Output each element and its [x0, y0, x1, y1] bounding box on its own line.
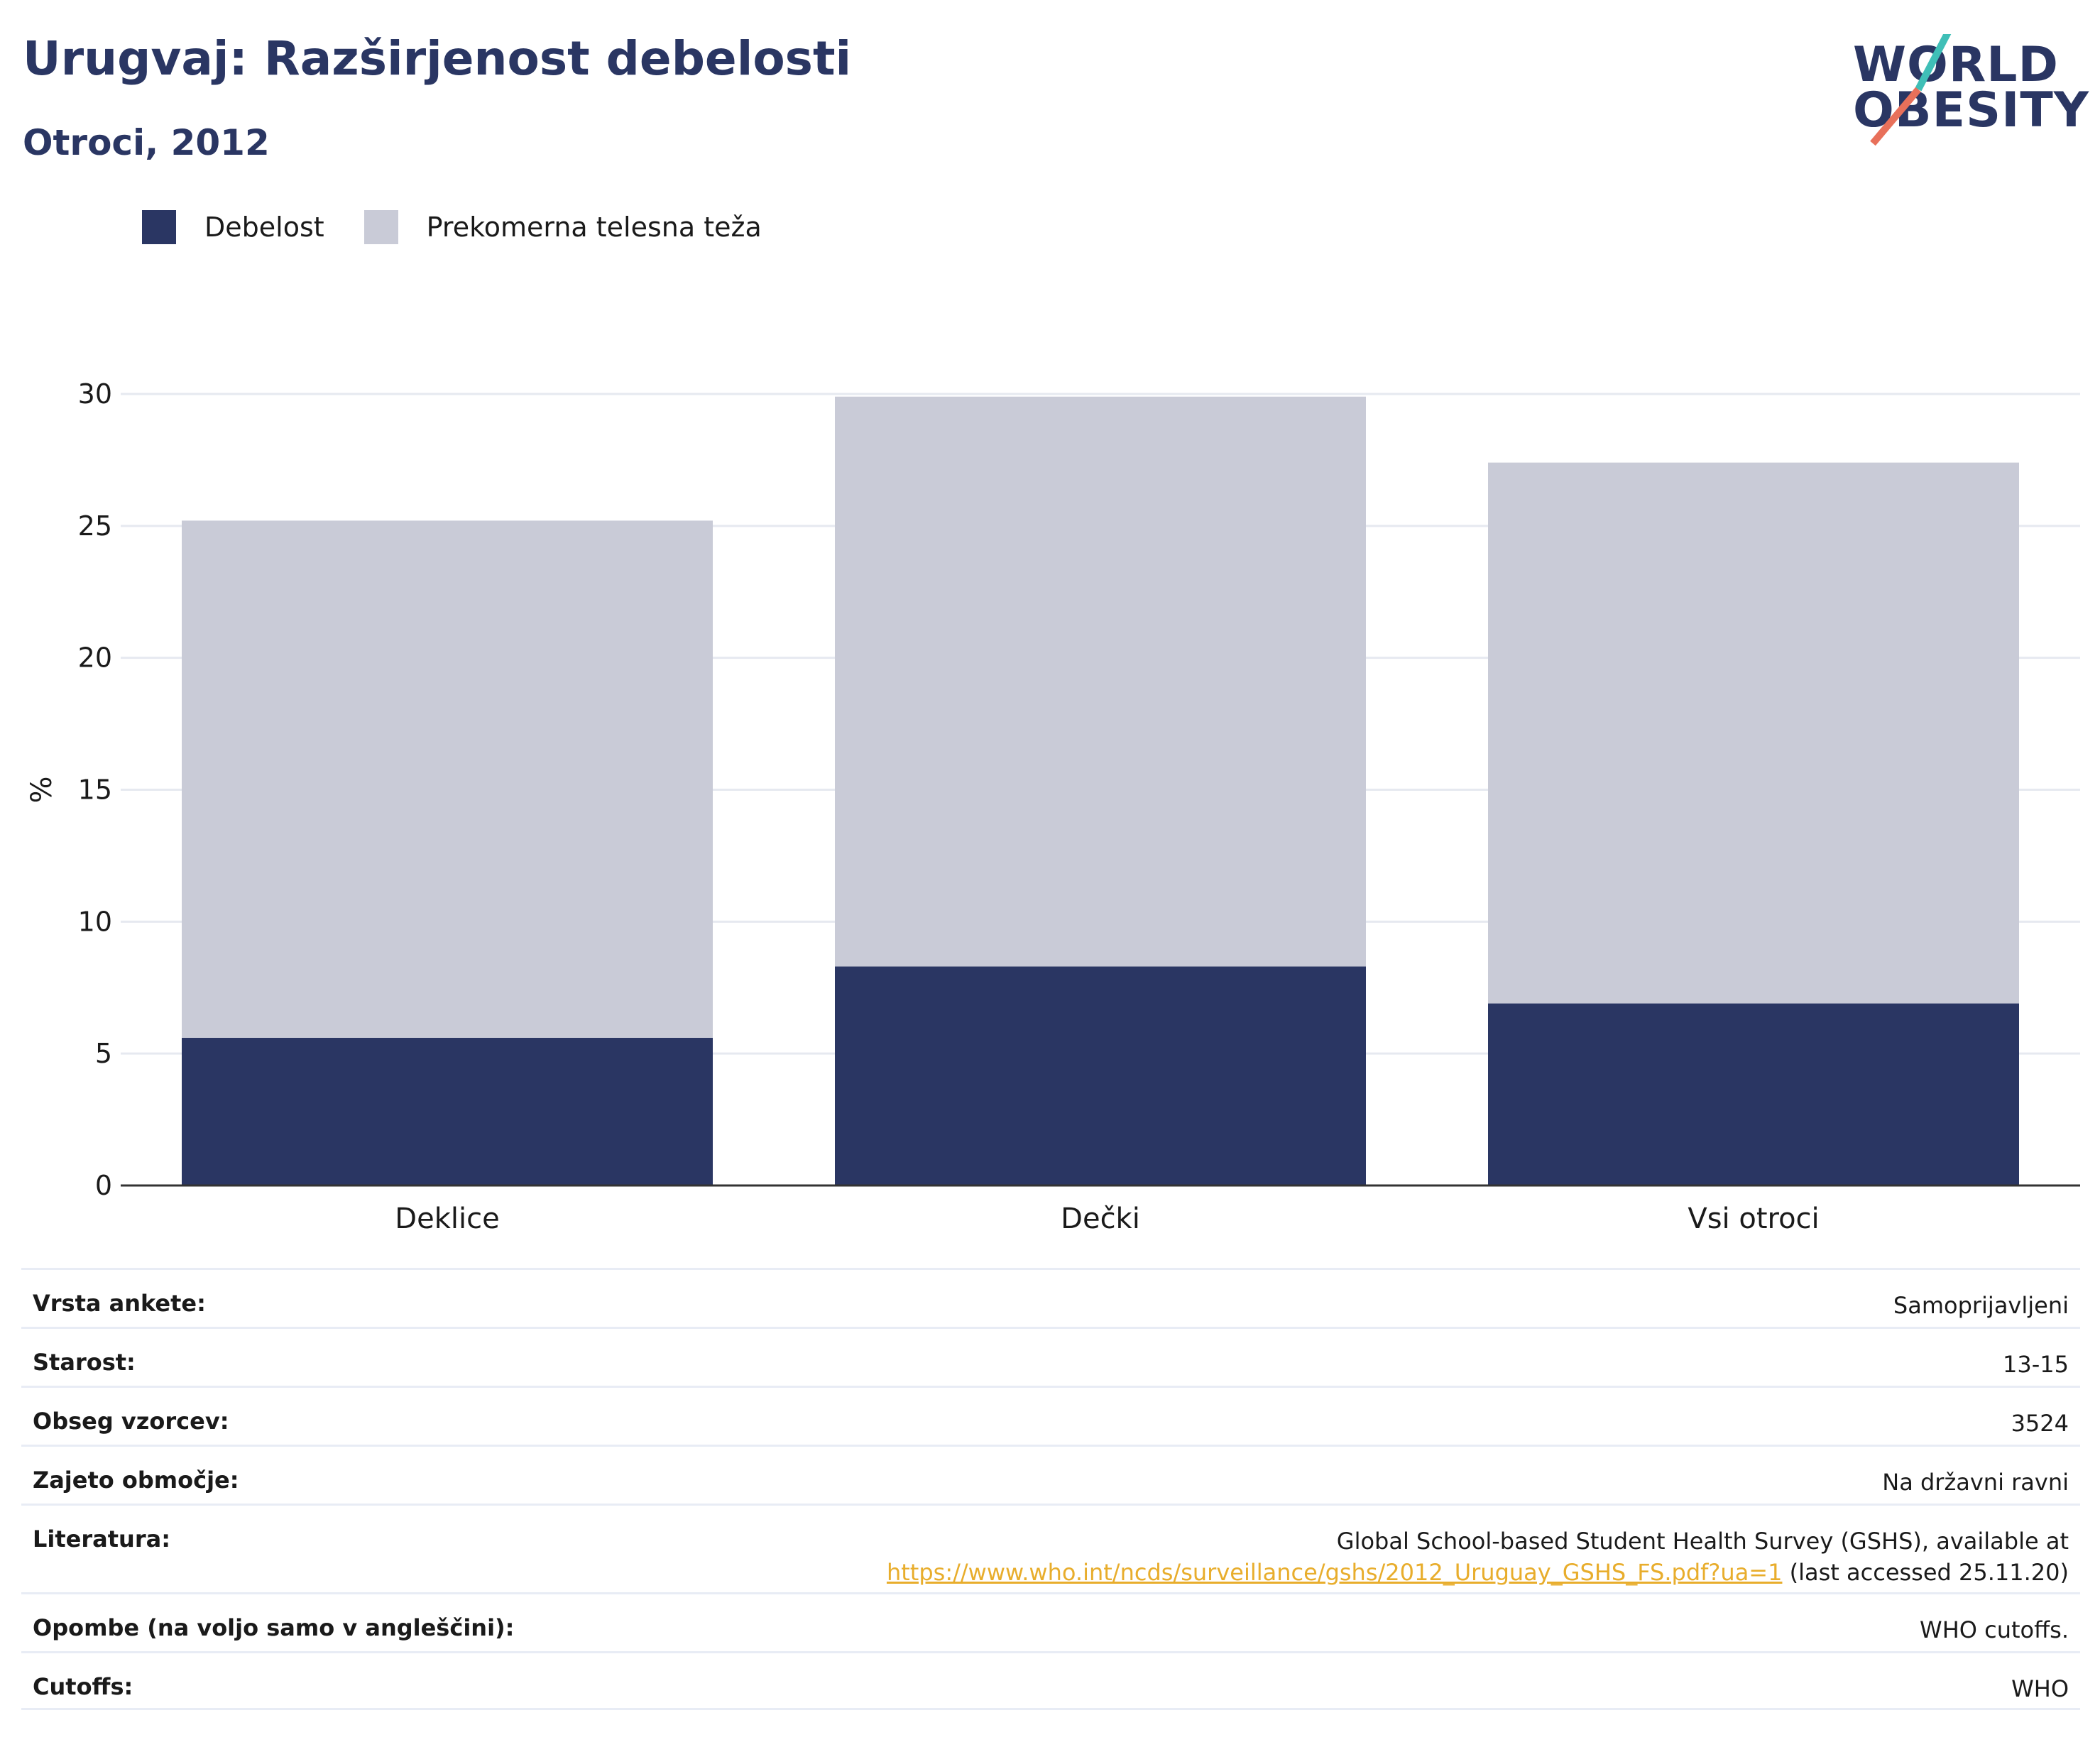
- y-tick-label: 25: [78, 510, 112, 542]
- info-row-survey-type: Vrsta ankete: Samoprijavljeni: [21, 1268, 2080, 1327]
- literature-text: Global School-based Student Health Surve…: [1336, 1528, 2069, 1555]
- x-tick-label: Vsi otroci: [1688, 1203, 1819, 1235]
- bar-obesity: [182, 1037, 713, 1185]
- legend-swatch-overweight: [363, 210, 398, 244]
- info-row-age: Starost: 13-15: [21, 1327, 2080, 1386]
- legend-item-overweight: Prekomerna telesna teža: [363, 210, 762, 244]
- info-label: Zajeto območje:: [33, 1467, 239, 1494]
- legend-label-obesity: Debelost: [204, 212, 324, 243]
- world-obesity-logo: WORLD OBESITY: [1853, 34, 2089, 155]
- logo-line-2: OBESITY: [1853, 82, 2089, 138]
- y-tick-label: 20: [78, 642, 112, 674]
- stacked-bar-chart: 0 5 10 15 20 25 30% Deklice Dečki Vsi otroci: [26, 378, 2080, 1235]
- info-value: Na državni ravni: [1882, 1469, 2069, 1496]
- legend-item-obesity: Debelost: [142, 210, 324, 244]
- survey-info-table: Vrsta ankete: Samoprijavljeni Starost: 1…: [21, 1268, 2080, 1710]
- logo-line-1: WORLD: [1853, 37, 2059, 93]
- bar-overweight: [835, 396, 1366, 967]
- info-row-literature: Literatura: Global School-based Student …: [21, 1504, 2080, 1592]
- y-axis-label: %: [26, 776, 58, 803]
- y-tick-label: 0: [95, 1170, 112, 1201]
- logo-slash-icon: [1870, 34, 1952, 146]
- x-tick-label: Dečki: [1061, 1203, 1140, 1235]
- bar-overweight: [182, 520, 713, 1038]
- chart-legend: Debelost Prekomerna telesna teža: [142, 210, 802, 244]
- info-row-coverage: Zajeto območje: Na državni ravni: [21, 1445, 2080, 1504]
- info-row-cutoffs: Cutoffs: WHO: [21, 1651, 2080, 1710]
- info-value: WHO: [2011, 1675, 2069, 1702]
- bar-obesity: [835, 966, 1366, 1185]
- info-label: Literatura:: [33, 1526, 170, 1552]
- literature-value: Global School-based Student Health Surve…: [887, 1526, 2069, 1588]
- info-value: Samoprijavljeni: [1893, 1292, 2069, 1319]
- y-tick-label: 15: [78, 774, 112, 806]
- y-tick-label: 5: [95, 1038, 112, 1069]
- info-row-notes: Opombe (na voljo samo v angleščini): WHO…: [21, 1592, 2080, 1651]
- legend-label-overweight: Prekomerna telesna teža: [426, 212, 762, 243]
- page-title: Urugvaj: Razširjenost debelosti: [23, 31, 852, 86]
- info-label: Starost:: [33, 1349, 136, 1376]
- y-tick-label: 10: [78, 906, 112, 937]
- literature-link[interactable]: https://www.who.int/ncds/surveillance/gs…: [886, 1559, 1783, 1586]
- info-value: 13-15: [2003, 1351, 2069, 1378]
- info-label: Vrsta ankete:: [33, 1290, 206, 1317]
- info-value: WHO cutoffs.: [1920, 1616, 2069, 1643]
- info-row-sample-size: Obseg vzorcev: 3524: [21, 1386, 2080, 1445]
- literature-accessed: (last accessed 25.11.20): [1782, 1559, 2069, 1586]
- bar-overweight: [1488, 462, 2019, 1004]
- info-value: 3524: [2011, 1410, 2069, 1437]
- x-tick-label: Deklice: [395, 1203, 499, 1235]
- y-tick-label: 30: [78, 378, 112, 410]
- info-label: Opombe (na voljo samo v angleščini):: [33, 1614, 515, 1641]
- bar-obesity: [1488, 1003, 2019, 1185]
- info-label: Obseg vzorcev:: [33, 1408, 229, 1435]
- info-label: Cutoffs:: [33, 1673, 133, 1700]
- legend-swatch-obesity: [142, 210, 176, 244]
- page-subtitle: Otroci, 2012: [23, 122, 270, 163]
